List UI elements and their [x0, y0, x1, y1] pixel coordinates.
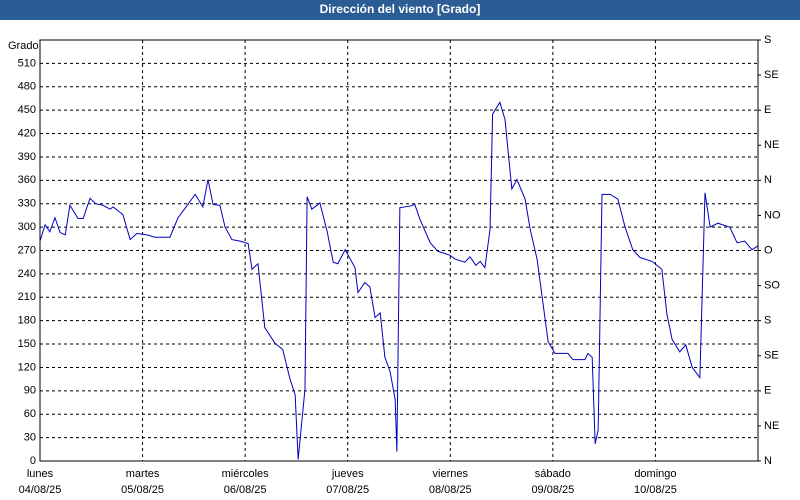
x-tick-label: viernes	[433, 468, 469, 480]
title-bar	[0, 0, 800, 20]
y-tick-label: 0	[30, 455, 36, 467]
y-tick-label: 330	[18, 198, 36, 210]
x-tick-date: 05/08/25	[121, 484, 164, 496]
x-tick-label: jueves	[331, 468, 364, 480]
y-axis-label: Grado	[8, 40, 39, 52]
y-tick-label: 180	[18, 315, 36, 327]
x-tick-date: 09/08/25	[531, 484, 574, 496]
y-tick-label: 390	[18, 151, 36, 163]
y-tick-label: 450	[18, 104, 36, 116]
y2-tick-label: NO	[764, 209, 781, 221]
y2-tick-label: E	[764, 385, 771, 397]
y-tick-label: 360	[18, 174, 36, 186]
y-tick-label: 60	[24, 408, 36, 420]
y2-tick-label: NE	[764, 139, 779, 151]
x-tick-label: miércoles	[222, 468, 270, 480]
y-tick-label: 270	[18, 244, 36, 256]
x-tick-label: domingo	[634, 468, 676, 480]
wind-line	[39, 101, 759, 460]
y2-tick-label: SE	[764, 350, 779, 362]
y2-tick-label: N	[764, 174, 772, 186]
x-tick-label: sábado	[535, 468, 571, 480]
y2-tick-label: N	[764, 455, 772, 467]
y-tick-label: 90	[24, 385, 36, 397]
y-tick-label: 30	[24, 432, 36, 444]
y2-tick-label: NE	[764, 420, 779, 432]
y2-tick-label: E	[764, 104, 771, 116]
y-tick-label: 240	[18, 268, 36, 280]
y-tick-label: 510	[18, 57, 36, 69]
x-tick-date: 06/08/25	[224, 484, 267, 496]
x-tick-label: lunes	[27, 468, 54, 480]
y-tick-label: 420	[18, 127, 36, 139]
y2-tick-label: O	[764, 244, 773, 256]
y-tick-label: 480	[18, 81, 36, 93]
y-tick-label: 300	[18, 221, 36, 233]
y2-tick-label: S	[764, 315, 771, 327]
x-tick-date: 08/08/25	[429, 484, 472, 496]
y2-tick-label: S	[764, 34, 771, 46]
x-tick-label: martes	[126, 468, 160, 480]
y2-tick-label: SE	[764, 69, 779, 81]
y-tick-label: 150	[18, 338, 36, 350]
x-tick-date: 10/08/25	[634, 484, 677, 496]
x-tick-date: 07/08/25	[326, 484, 369, 496]
y-tick-label: 210	[18, 291, 36, 303]
y2-tick-label: SO	[764, 279, 780, 291]
x-tick-date: 04/08/25	[19, 484, 62, 496]
y-tick-label: 120	[18, 361, 36, 373]
chart-title: Dirección del viento [Grado]	[320, 2, 481, 16]
